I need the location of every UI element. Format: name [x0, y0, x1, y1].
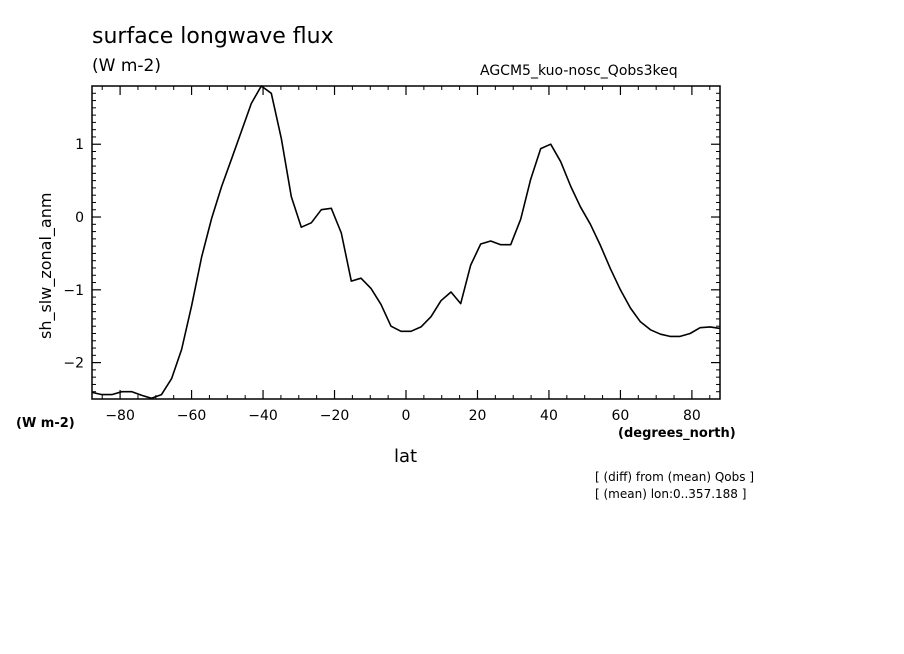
note-diff: [ (diff) from (mean) Qobs ] [595, 470, 754, 484]
minor-ticks [92, 86, 720, 399]
y-tick-label: 1 [75, 137, 84, 153]
plot-frame [91, 85, 721, 400]
y-axis-units: (W m-2) [16, 416, 75, 431]
x-tick-label: 80 [683, 408, 701, 424]
series-line [91, 85, 721, 400]
x-tick-label: −80 [105, 408, 135, 424]
chart-title: surface longwave flux [92, 24, 334, 49]
x-axis: −80 −60 −40 −20 0 20 40 60 80 [105, 86, 701, 424]
x-axis-label: lat [394, 446, 418, 467]
x-tick-label: 60 [612, 408, 630, 424]
chart-units: (W m-2) [92, 56, 161, 76]
run-label: AGCM5_kuo-nosc_Qobs3keq [480, 63, 678, 79]
y-axis-label: sh_slw_zonal_anm [36, 192, 55, 339]
y-axis: −2 −1 0 1 [63, 137, 720, 372]
x-tick-label: 0 [402, 408, 411, 424]
x-tick-label: 40 [540, 408, 558, 424]
y-tick-label: 0 [75, 210, 84, 226]
x-axis-units: (degrees_north) [618, 426, 736, 441]
x-tick-label: −20 [320, 408, 350, 424]
y-tick-label: −1 [63, 283, 84, 299]
x-tick-label: −40 [248, 408, 278, 424]
y-tick-label: −2 [63, 356, 84, 372]
x-tick-label: −60 [177, 408, 207, 424]
x-tick-label: 20 [469, 408, 487, 424]
note-mean: [ (mean) lon:0..357.188 ] [595, 487, 747, 501]
